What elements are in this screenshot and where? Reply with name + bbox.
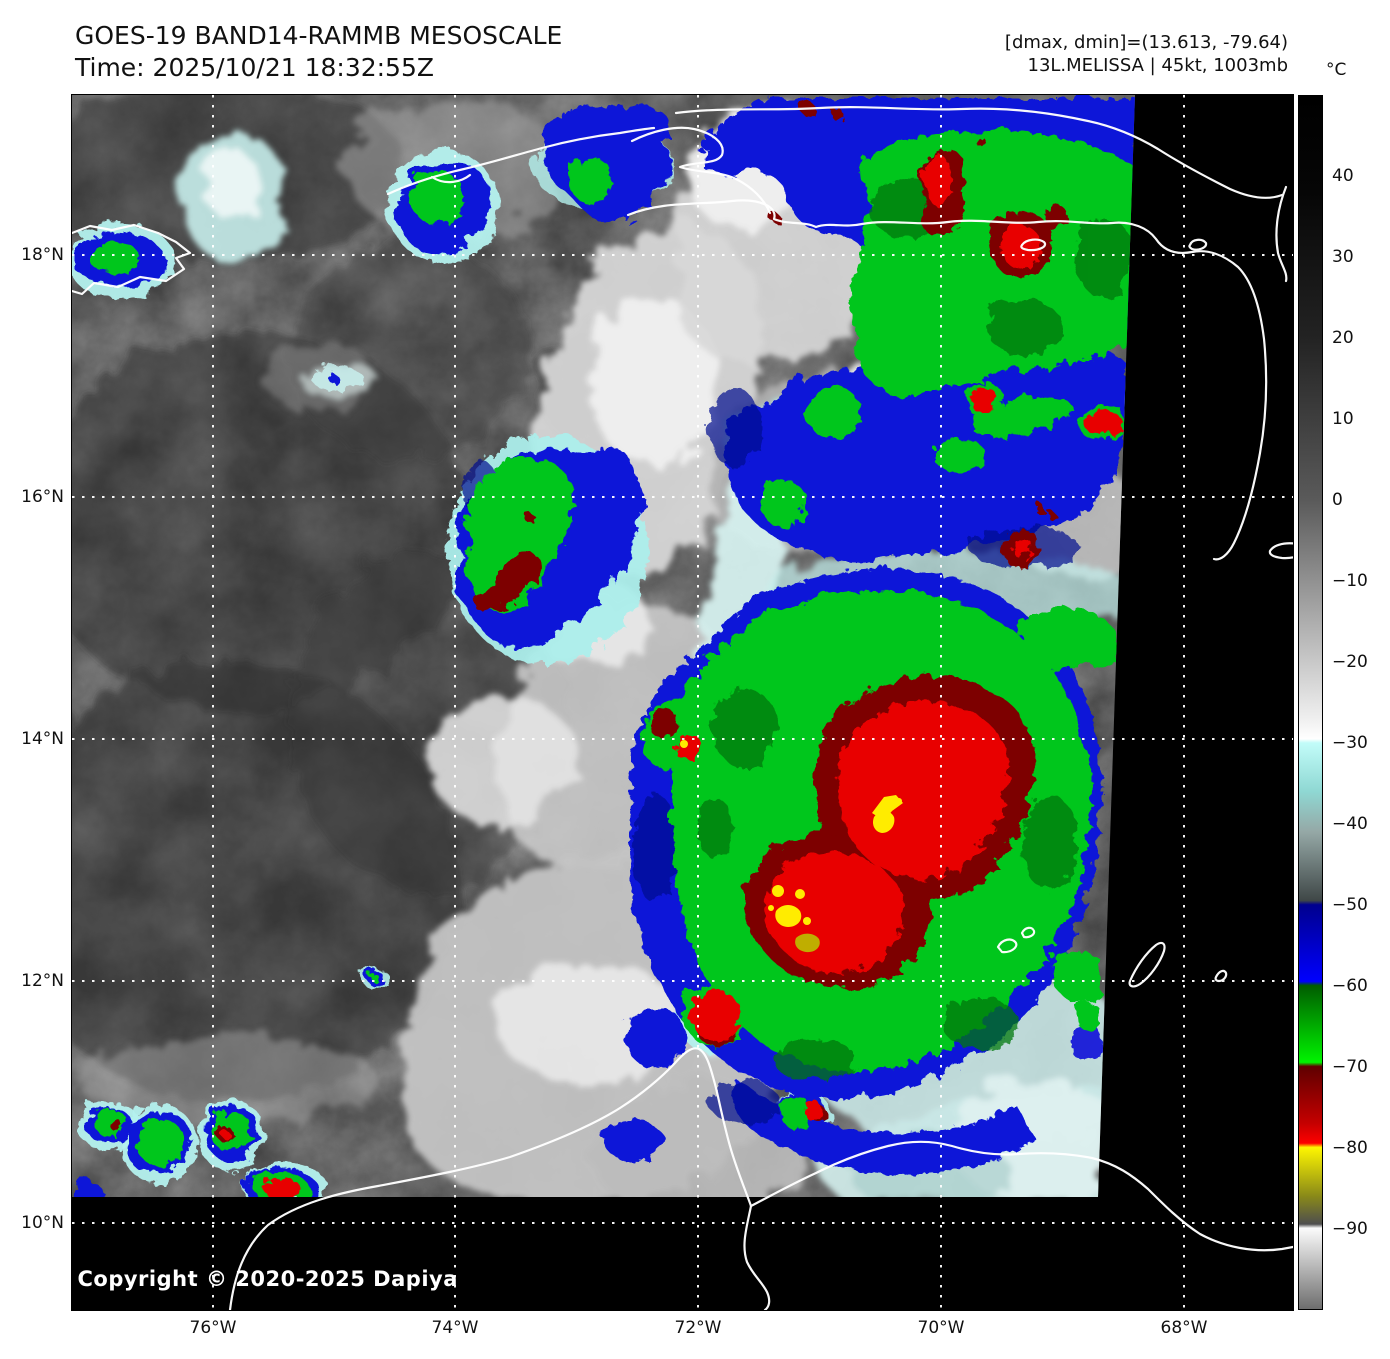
colorbar-tick--30: −30	[1332, 733, 1368, 753]
page-title: GOES-19 BAND14-RAMMB MESOSCALE	[75, 21, 563, 50]
coastline-venezuela-east	[749, 1140, 1293, 1251]
colorbar-tick--80: −80	[1332, 1138, 1368, 1158]
colorbar-tick-30: 30	[1332, 247, 1354, 267]
copyright: Copyright © 2020-2025 Dapiya	[77, 1266, 458, 1291]
satellite-map: Copyright © 2020-2025 Dapiya	[70, 93, 1294, 1311]
coastline-south-america-west	[228, 1046, 752, 1310]
lat-label-12°N: 12°N	[21, 971, 64, 991]
colorbar	[1298, 95, 1323, 1310]
colorbar-tick-0: 0	[1332, 490, 1343, 510]
colorbar-unit: °C	[1326, 60, 1347, 80]
coastlines	[71, 105, 1293, 1310]
info-block: [dmax, dmin]=(13.613, -79.64) 13L.MELISS…	[1005, 31, 1288, 78]
lon-label-68°W: 68°W	[1160, 1318, 1208, 1338]
colorbar-tick--90: −90	[1332, 1219, 1368, 1239]
colorbar-tick--70: −70	[1332, 1057, 1368, 1077]
colorbar-tick--60: −60	[1332, 976, 1368, 996]
coastline-puerto-rico	[1274, 185, 1287, 282]
coastline-maracaibo	[742, 1204, 770, 1310]
satellite-image	[71, 94, 1293, 1310]
colorbar-tick--40: −40	[1332, 814, 1368, 834]
storm-readout: 13L.MELISSA | 45kt, 1003mb	[1027, 55, 1289, 77]
header: GOES-19 BAND14-RAMMB MESOSCALE Time: 202…	[75, 20, 562, 84]
lat-label-10°N: 10°N	[21, 1213, 64, 1233]
dark-cloud-free-areas	[71, 94, 707, 1095]
colorbar-tick-20: 20	[1332, 328, 1354, 348]
coastline-cuba	[386, 126, 655, 195]
lat-label-16°N: 16°N	[21, 487, 64, 507]
timestamp: Time: 2025/10/21 18:32:55Z	[75, 53, 434, 82]
lat-label-18°N: 18°N	[21, 245, 64, 265]
coastline-saona	[1268, 541, 1293, 559]
colorbar-tick--10: −10	[1332, 571, 1368, 591]
colorbar-tick--20: −20	[1332, 652, 1368, 672]
lon-label-74°W: 74°W	[431, 1318, 479, 1338]
colorbar-tick-10: 10	[1332, 409, 1354, 429]
lon-label-70°W: 70°W	[917, 1318, 965, 1338]
yellow-extreme-cores	[679, 739, 903, 952]
coastline-bonaire	[1214, 969, 1227, 982]
lon-label-76°W: 76°W	[189, 1318, 237, 1338]
dmax-dmin-readout: [dmax, dmin]=(13.613, -79.64)	[1004, 32, 1288, 53]
coastline-curacao	[1128, 941, 1166, 987]
data-region	[71, 94, 1135, 1197]
colorbar-tick-40: 40	[1332, 166, 1354, 186]
gridlines	[71, 94, 1293, 1310]
coastline-jamaica	[71, 223, 191, 295]
lat-label-14°N: 14°N	[21, 729, 64, 749]
lon-label-72°W: 72°W	[674, 1318, 722, 1338]
coastline-haiti-nw	[630, 126, 771, 214]
colorbar-tick--50: −50	[1332, 895, 1368, 915]
coastline-hispaniola-south	[626, 198, 1267, 560]
coastline-hispaniola-north	[674, 105, 1283, 199]
